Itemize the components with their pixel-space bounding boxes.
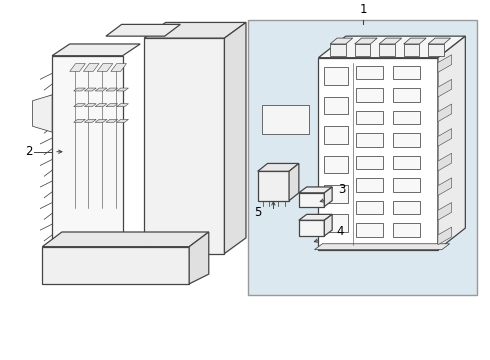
Polygon shape	[258, 163, 299, 171]
Polygon shape	[393, 133, 420, 147]
Polygon shape	[74, 120, 85, 122]
Polygon shape	[111, 64, 126, 71]
Polygon shape	[95, 120, 107, 122]
Polygon shape	[262, 105, 309, 134]
Polygon shape	[356, 88, 383, 102]
Polygon shape	[117, 88, 128, 91]
Polygon shape	[189, 232, 209, 284]
Polygon shape	[144, 22, 246, 38]
Polygon shape	[393, 111, 420, 124]
Polygon shape	[438, 129, 452, 146]
Polygon shape	[438, 55, 452, 72]
Text: 5: 5	[254, 206, 262, 219]
Polygon shape	[299, 220, 324, 236]
Text: 2: 2	[25, 145, 32, 158]
Polygon shape	[404, 44, 419, 56]
Polygon shape	[117, 104, 128, 107]
Polygon shape	[106, 88, 118, 91]
Polygon shape	[438, 36, 466, 249]
Polygon shape	[438, 104, 452, 122]
Polygon shape	[428, 38, 451, 44]
Polygon shape	[299, 187, 332, 193]
Polygon shape	[356, 66, 383, 79]
Polygon shape	[84, 88, 96, 91]
Polygon shape	[356, 201, 383, 214]
Polygon shape	[52, 44, 140, 56]
Polygon shape	[52, 56, 122, 247]
Polygon shape	[324, 185, 348, 203]
Polygon shape	[379, 38, 402, 44]
Polygon shape	[330, 38, 353, 44]
Polygon shape	[324, 97, 348, 114]
Polygon shape	[393, 178, 420, 192]
Polygon shape	[324, 126, 348, 144]
Polygon shape	[42, 232, 209, 247]
Polygon shape	[144, 38, 224, 253]
Text: 1: 1	[360, 3, 367, 15]
Polygon shape	[438, 153, 452, 171]
Polygon shape	[393, 88, 420, 102]
Polygon shape	[224, 22, 246, 253]
Polygon shape	[393, 223, 420, 237]
Polygon shape	[97, 64, 113, 71]
Polygon shape	[356, 133, 383, 147]
Polygon shape	[438, 202, 452, 220]
Polygon shape	[324, 156, 348, 173]
Polygon shape	[74, 88, 85, 91]
Text: 3: 3	[338, 183, 345, 197]
Polygon shape	[438, 79, 452, 97]
Polygon shape	[84, 104, 96, 107]
Polygon shape	[356, 223, 383, 237]
Polygon shape	[355, 44, 370, 56]
Polygon shape	[42, 247, 189, 284]
Polygon shape	[70, 64, 85, 71]
Polygon shape	[356, 178, 383, 192]
Polygon shape	[355, 38, 377, 44]
Polygon shape	[95, 104, 107, 107]
Polygon shape	[74, 104, 85, 107]
Polygon shape	[393, 156, 420, 169]
Polygon shape	[356, 111, 383, 124]
Polygon shape	[32, 95, 52, 132]
Text: 4: 4	[336, 225, 343, 238]
Polygon shape	[379, 44, 395, 56]
Polygon shape	[318, 36, 466, 58]
Bar	[318, 58, 438, 249]
Polygon shape	[258, 171, 289, 201]
Polygon shape	[106, 104, 118, 107]
Polygon shape	[324, 187, 332, 207]
Polygon shape	[330, 44, 346, 56]
Polygon shape	[106, 120, 118, 122]
Bar	[248, 21, 477, 295]
Polygon shape	[404, 38, 426, 44]
Polygon shape	[324, 67, 348, 85]
Polygon shape	[95, 88, 107, 91]
Polygon shape	[356, 156, 383, 169]
Polygon shape	[393, 66, 420, 79]
Polygon shape	[324, 214, 332, 236]
Polygon shape	[438, 227, 452, 245]
Polygon shape	[117, 120, 128, 122]
Polygon shape	[315, 244, 450, 249]
Polygon shape	[393, 201, 420, 214]
Polygon shape	[84, 120, 96, 122]
Polygon shape	[83, 64, 99, 71]
Polygon shape	[324, 214, 348, 232]
Polygon shape	[299, 193, 324, 207]
Polygon shape	[299, 214, 332, 220]
Polygon shape	[289, 163, 299, 201]
Polygon shape	[428, 44, 444, 56]
Polygon shape	[106, 24, 180, 36]
Polygon shape	[438, 178, 452, 195]
